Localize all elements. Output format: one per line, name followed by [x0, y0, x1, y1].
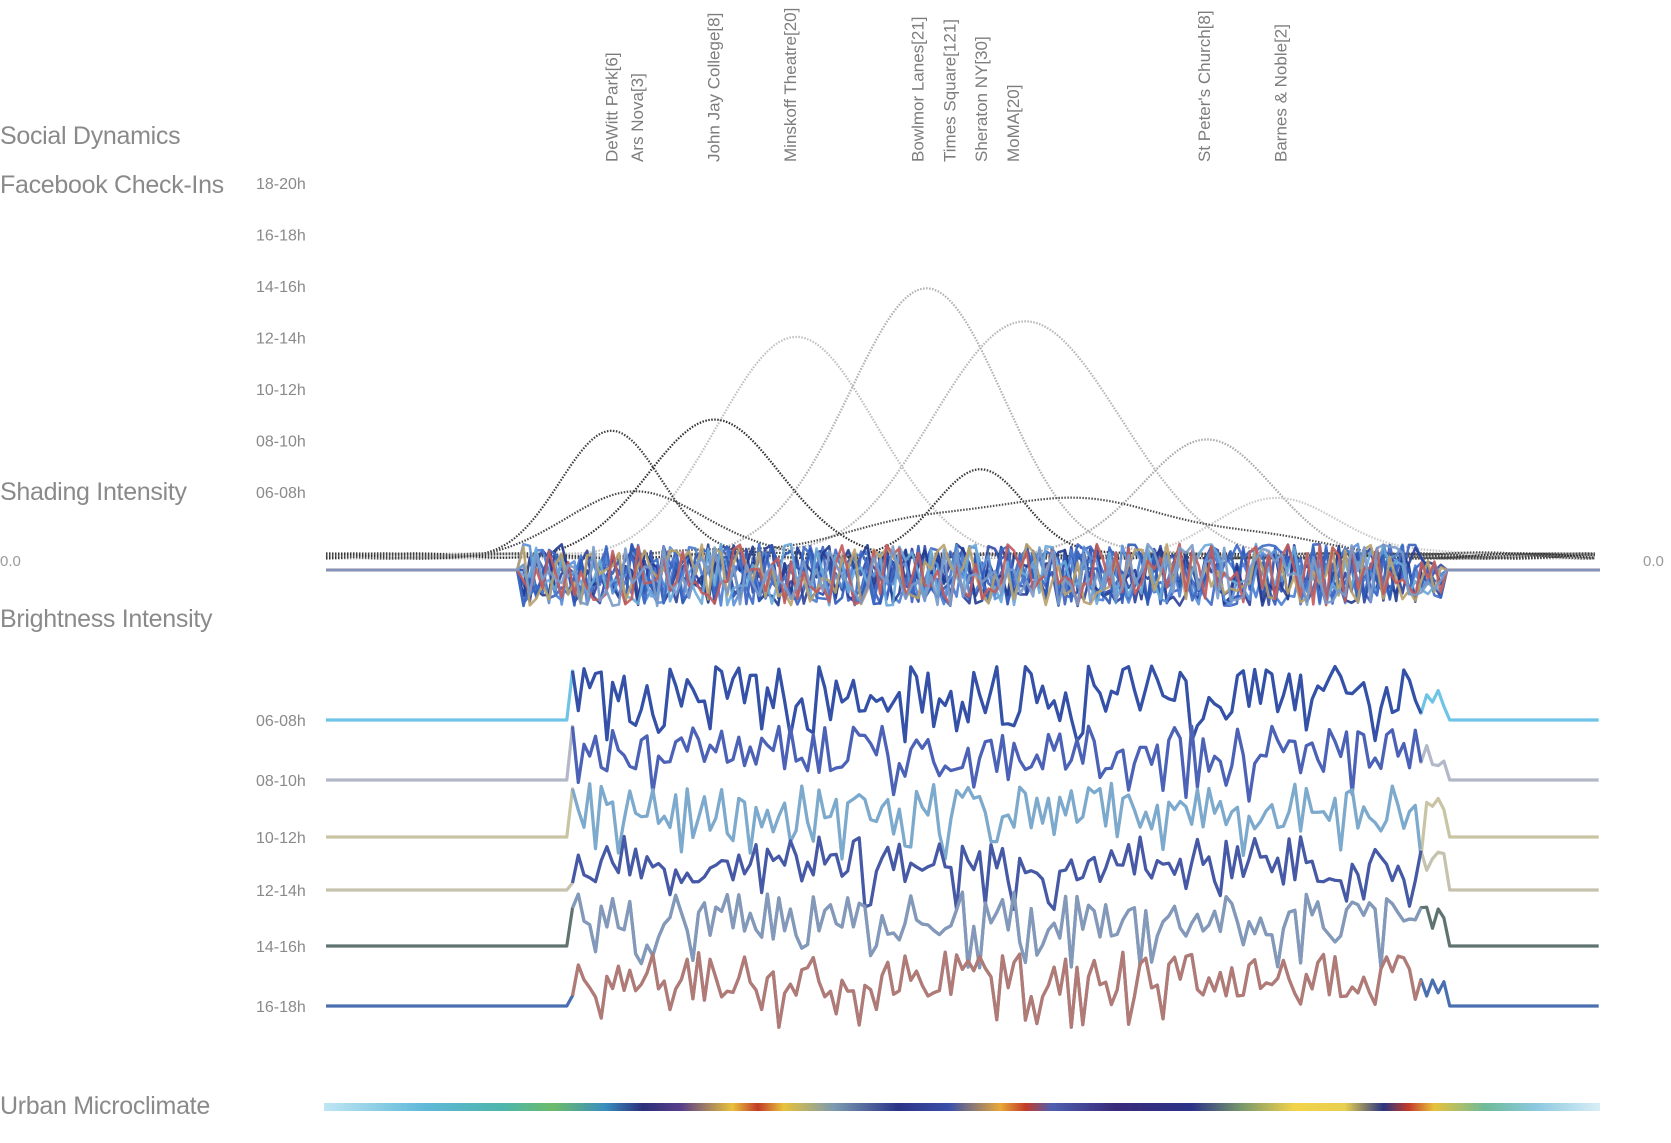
section-brightness-label: Brightness Intensity: [0, 605, 213, 633]
checkin-curve-9: [325, 496, 1595, 560]
section-microclimate-label: Urban Microclimate: [0, 1092, 210, 1120]
location-label-9: Barnes & Noble[2]: [1272, 24, 1291, 162]
checkin-curve-6: [325, 429, 1595, 560]
location-label-6: Sheraton NY[30]: [972, 36, 991, 162]
shading-zero-right: 0.0: [1643, 553, 1664, 570]
brightness-y-ticks: 06-08h 08-10h 10-12h 12-14h 14-16h 16-18h: [256, 713, 306, 1016]
location-label-0: DeWitt Park[6]: [603, 52, 622, 162]
location-labels: DeWitt Park[6] Ars Nova[3] John Jay Colleg…: [603, 8, 1291, 162]
microclimate-bar: [324, 1103, 1600, 1111]
brightness-tick-14-16h: 14-16h: [256, 939, 306, 956]
brightness-line-08-10h: [570, 724, 1423, 803]
section-checkins-label: Facebook Check-Ins: [0, 171, 224, 199]
section-shading-label: Shading Intensity: [0, 478, 187, 506]
location-label-4: Bowlmor Lanes[21]: [908, 16, 927, 162]
brightness-line-06-08h: [570, 664, 1423, 744]
brightness-line-16-18h: [570, 950, 1423, 1029]
checkin-curve-8: [326, 468, 1595, 560]
shading-line-11: [326, 542, 1600, 608]
checkin-tick-10-12h: 10-12h: [256, 382, 306, 399]
checkin-curve-4: [325, 496, 1595, 560]
brightness-line-10-12h: [570, 781, 1423, 861]
title: Social Dynamics: [0, 122, 180, 150]
checkin-curve-3: [325, 438, 1595, 560]
checkin-tick-06-08h: 06-08h: [256, 485, 306, 502]
checkin-curve-5: [325, 418, 1595, 560]
brightness-tick-06-08h: 06-08h: [256, 713, 306, 730]
location-label-1: Ars Nova[3]: [628, 73, 647, 162]
checkin-tick-08-10h: 08-10h: [256, 434, 306, 451]
brightness-line-12-14h: [570, 834, 1423, 912]
shading-zero-left: 0.0: [0, 553, 21, 570]
checkin-curve-2: [325, 335, 1595, 560]
brightness-tick-12-14h: 12-14h: [256, 883, 306, 900]
checkin-curves: [325, 287, 1595, 560]
brightness-tick-16-18h: 16-18h: [256, 999, 306, 1016]
checkin-curve-0: [325, 287, 1595, 560]
shading-line-9: [326, 543, 1600, 607]
location-label-8: St Peter's Church[8]: [1195, 10, 1214, 162]
checkin-tick-16-18h: 16-18h: [256, 228, 306, 245]
brightness-tick-10-12h: 10-12h: [256, 830, 306, 847]
checkin-y-ticks: 18-20h 16-18h 14-16h 12-14h 10-12h 08-10h 06-0…: [256, 176, 306, 502]
shading-lines: [326, 542, 1600, 608]
brightness-tick-08-10h: 08-10h: [256, 773, 306, 790]
brightness-line-14-16h: [571, 890, 1423, 970]
checkin-curve-1: [325, 320, 1595, 560]
checkin-tick-12-14h: 12-14h: [256, 331, 306, 348]
location-label-2: John Jay College[8]: [705, 13, 724, 162]
checkin-tick-14-16h: 14-16h: [256, 279, 306, 296]
brightness-lines: [326, 664, 1599, 1029]
location-label-3: Minskoff Theatre[20]: [781, 8, 800, 162]
location-label-5: Times Square[121]: [940, 19, 959, 162]
location-label-7: MoMA[20]: [1004, 85, 1023, 162]
checkin-tick-18-20h: 18-20h: [256, 176, 306, 193]
